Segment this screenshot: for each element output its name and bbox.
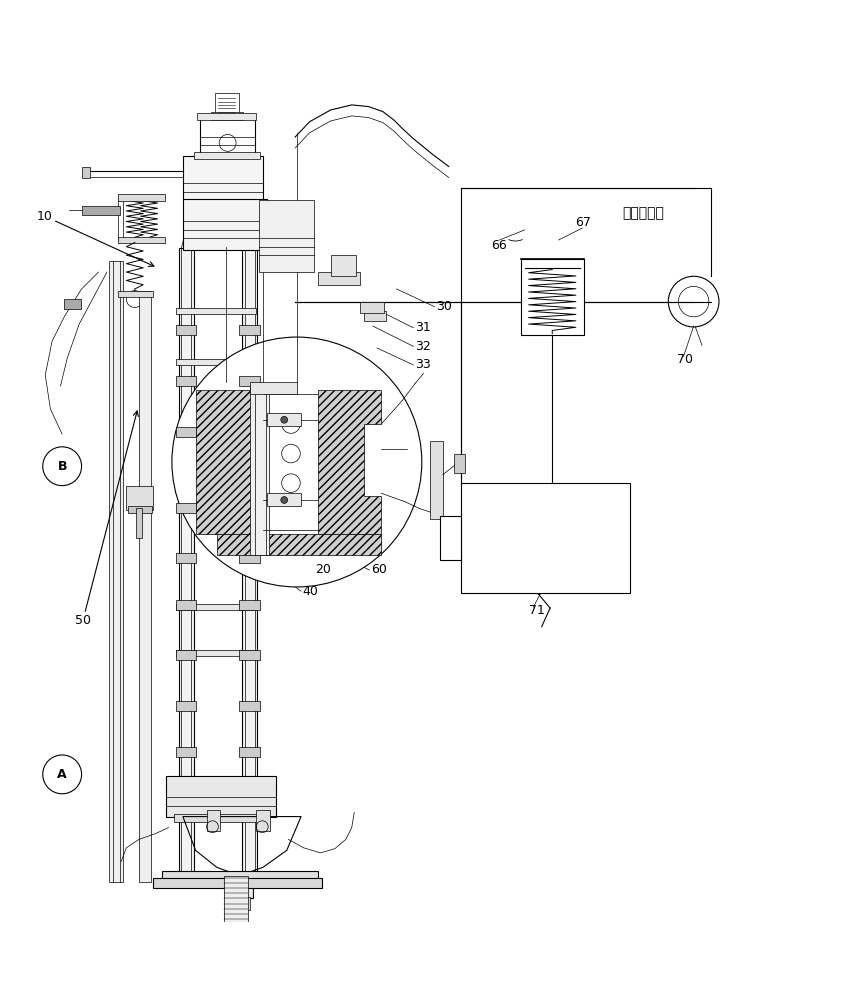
Bar: [360, 302, 384, 313]
Bar: [176, 503, 197, 513]
Bar: [81, 206, 119, 215]
Bar: [176, 747, 197, 757]
Bar: [430, 441, 443, 519]
Bar: [240, 427, 260, 437]
Bar: [257, 810, 270, 831]
Text: 60: 60: [371, 563, 387, 576]
Bar: [176, 650, 257, 656]
Text: B: B: [58, 460, 67, 473]
Polygon shape: [217, 534, 381, 555]
Bar: [128, 506, 152, 513]
Text: 71: 71: [529, 604, 545, 617]
Circle shape: [282, 474, 300, 492]
Bar: [64, 299, 80, 309]
Circle shape: [42, 447, 81, 486]
Bar: [176, 308, 257, 314]
Bar: [153, 878, 322, 888]
Bar: [197, 113, 257, 120]
Bar: [232, 909, 247, 920]
Circle shape: [282, 444, 300, 463]
Bar: [211, 112, 243, 120]
Bar: [136, 508, 141, 538]
Text: 31: 31: [415, 321, 431, 334]
Text: 70: 70: [677, 353, 693, 366]
Bar: [166, 776, 276, 817]
Bar: [240, 747, 260, 757]
Bar: [454, 454, 465, 473]
Bar: [259, 200, 313, 272]
Text: 66: 66: [491, 239, 507, 252]
Circle shape: [282, 415, 300, 433]
Polygon shape: [318, 390, 381, 534]
Bar: [176, 376, 197, 386]
Bar: [242, 248, 257, 882]
Bar: [215, 93, 239, 113]
Bar: [183, 199, 268, 250]
Text: 40: 40: [302, 585, 318, 598]
Text: A: A: [58, 768, 67, 781]
Text: 32: 32: [415, 340, 431, 353]
Bar: [176, 325, 197, 335]
Circle shape: [281, 416, 288, 423]
Bar: [118, 194, 165, 201]
Bar: [207, 810, 220, 831]
Bar: [200, 118, 255, 156]
Text: 67: 67: [575, 216, 591, 229]
Bar: [176, 650, 197, 660]
Bar: [230, 897, 250, 910]
Bar: [109, 261, 123, 882]
Bar: [176, 359, 257, 365]
Bar: [240, 600, 260, 610]
Bar: [225, 873, 253, 898]
Text: 空压或液压: 空压或液压: [622, 206, 664, 220]
Bar: [224, 876, 248, 922]
Bar: [194, 152, 260, 159]
Bar: [179, 248, 194, 882]
Bar: [240, 701, 260, 711]
Bar: [183, 156, 263, 200]
Bar: [174, 814, 268, 822]
Text: 33: 33: [415, 358, 431, 371]
Bar: [176, 553, 197, 563]
Bar: [240, 553, 260, 563]
Bar: [251, 386, 269, 555]
Circle shape: [172, 337, 422, 587]
Bar: [139, 291, 151, 882]
Bar: [240, 650, 260, 660]
Bar: [118, 291, 153, 297]
Bar: [240, 376, 260, 386]
Bar: [462, 483, 630, 593]
Bar: [176, 427, 197, 437]
Bar: [268, 493, 301, 506]
Text: 50: 50: [75, 411, 138, 627]
Bar: [176, 701, 197, 711]
Text: 20: 20: [315, 563, 331, 576]
Circle shape: [281, 497, 288, 503]
Bar: [318, 272, 360, 285]
Bar: [364, 311, 385, 321]
Bar: [176, 604, 257, 610]
Circle shape: [42, 755, 81, 794]
Text: 30: 30: [436, 300, 452, 313]
Bar: [268, 413, 301, 426]
Bar: [240, 503, 260, 513]
Bar: [176, 600, 197, 610]
Text: 10: 10: [37, 210, 154, 266]
Bar: [251, 382, 296, 394]
Bar: [126, 486, 153, 510]
Bar: [440, 516, 462, 560]
Bar: [81, 167, 90, 178]
Bar: [521, 259, 584, 335]
Bar: [240, 325, 260, 335]
Polygon shape: [196, 390, 263, 534]
Bar: [330, 255, 356, 276]
Bar: [118, 237, 165, 243]
Bar: [118, 198, 123, 240]
Bar: [162, 871, 318, 880]
